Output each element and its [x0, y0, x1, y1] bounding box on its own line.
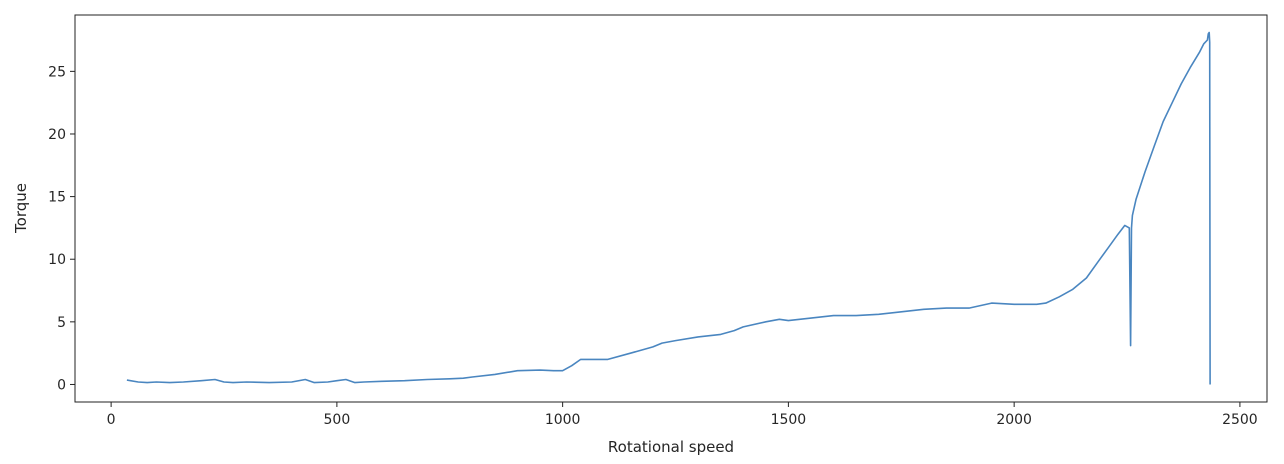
y-tick-label: 15 — [48, 190, 66, 206]
y-tick-label: 20 — [48, 127, 66, 143]
x-tick-label: 1500 — [771, 412, 807, 428]
y-tick-label: 5 — [57, 315, 66, 331]
x-tick-label: 2000 — [996, 412, 1032, 428]
x-tick-label: 0 — [107, 412, 116, 428]
y-tick-label: 10 — [48, 252, 66, 268]
y-axis-ticks: 0 5 10 15 20 25 — [48, 64, 75, 393]
plot-frame — [74, 14, 1268, 403]
x-axis-label: Rotational speed — [608, 438, 734, 456]
y-axis-label: Torque — [12, 183, 30, 234]
x-axis-ticks: 0 500 1000 1500 2000 2500 — [107, 402, 1258, 428]
x-tick-label: 500 — [324, 412, 351, 428]
x-tick-label: 1000 — [545, 412, 581, 428]
y-tick-label: 25 — [48, 64, 66, 80]
series-line — [126, 31, 1211, 385]
x-tick-label: 2500 — [1222, 412, 1258, 428]
y-tick-label: 0 — [57, 377, 66, 393]
